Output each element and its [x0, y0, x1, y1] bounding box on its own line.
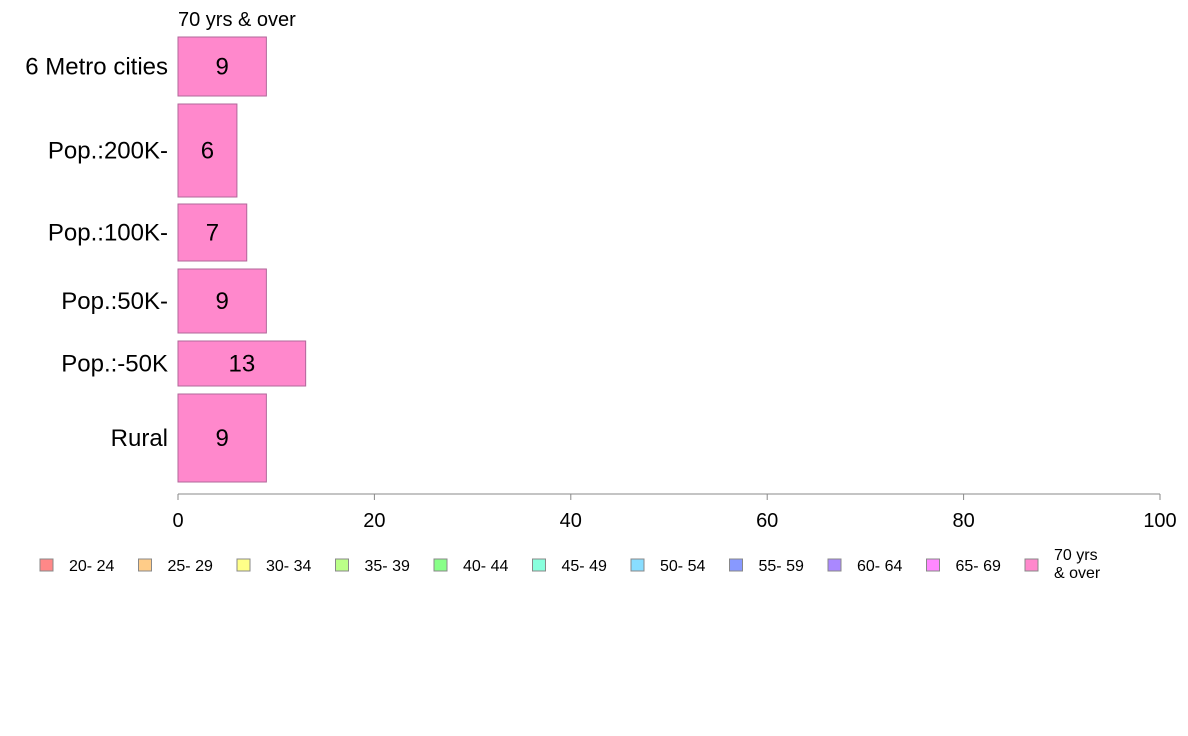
bar-value-label: 9	[216, 425, 229, 452]
x-tick-label: 60	[756, 510, 778, 532]
legend-item: 45- 49	[532, 558, 607, 575]
legend-label: 20- 24	[69, 558, 114, 575]
legend-label: 25- 29	[168, 558, 213, 575]
category-label: Rural	[111, 425, 168, 452]
series-title: 70 yrs & over	[178, 9, 296, 31]
bar	[177, 340, 307, 387]
legend-swatch	[1024, 558, 1039, 572]
legend-swatch	[729, 558, 743, 572]
legend-item: 50- 54	[630, 558, 705, 575]
legend-label: 50- 54	[660, 558, 705, 575]
bar-value-label: 9	[216, 288, 229, 315]
legend-label: 45- 49	[562, 558, 607, 575]
legend-label: 35- 39	[365, 558, 410, 575]
legend-label: 30- 34	[266, 558, 311, 575]
x-axis: 0 20 40 60 80 100	[172, 493, 1177, 532]
x-tick-label: 80	[952, 510, 974, 532]
legend-label: 70 yrs & over	[1054, 547, 1101, 582]
legend-item: 40- 44	[433, 558, 508, 575]
x-tick-label: 0	[172, 510, 183, 532]
legend-item: 30- 34	[236, 558, 311, 575]
bar	[177, 203, 248, 262]
category-label: Pop.:200K-	[48, 138, 168, 165]
legend-item: 65- 69	[926, 558, 1001, 575]
category-label: Pop.:100K-	[48, 220, 168, 247]
category-label: 6 Metro cities	[25, 54, 168, 81]
bar-value-label: 9	[216, 54, 229, 81]
x-tick-label: 40	[560, 510, 582, 532]
legend-item: 55- 59	[729, 558, 804, 575]
legend-item: 60- 64	[827, 558, 902, 575]
x-tick-label: 20	[363, 510, 385, 532]
legend-swatch	[630, 558, 645, 572]
legend-swatch	[433, 558, 448, 572]
legend-item: 20- 24	[39, 558, 114, 575]
bar-value-label: 13	[228, 351, 255, 378]
category-label: Pop.:-50K	[61, 351, 168, 378]
legend-swatch	[532, 558, 546, 572]
legend-swatch	[827, 558, 842, 572]
legend-item: 35- 39	[335, 558, 410, 575]
bar	[177, 268, 267, 334]
bar	[177, 103, 238, 198]
legend-label: 60- 64	[857, 558, 902, 575]
bar	[177, 36, 267, 97]
legend-swatch	[926, 558, 940, 572]
bar-value-label: 7	[206, 220, 219, 247]
legend-label: 65- 69	[956, 558, 1001, 575]
legend-item: 70 yrs & over	[1024, 547, 1101, 582]
category-label: Pop.:50K-	[61, 288, 168, 315]
bar	[177, 393, 267, 483]
x-tick-label: 100	[1143, 510, 1176, 532]
legend: 20- 24 25- 29 30- 34 35- 39 40- 44 45- 49 50- …	[39, 547, 1101, 582]
bar-value-label: 6	[201, 138, 214, 165]
legend-item: 25- 29	[138, 558, 213, 575]
bars-layer: 70 yrs & over 6 Metro cities 9 Pop.:200K- 6 P…	[25, 9, 307, 483]
legend-swatch	[335, 558, 349, 572]
legend-label: 55- 59	[759, 558, 804, 575]
legend-swatch	[39, 558, 54, 572]
legend-swatch	[236, 558, 251, 572]
legend-label: 40- 44	[463, 558, 508, 575]
legend-swatch	[138, 558, 152, 572]
